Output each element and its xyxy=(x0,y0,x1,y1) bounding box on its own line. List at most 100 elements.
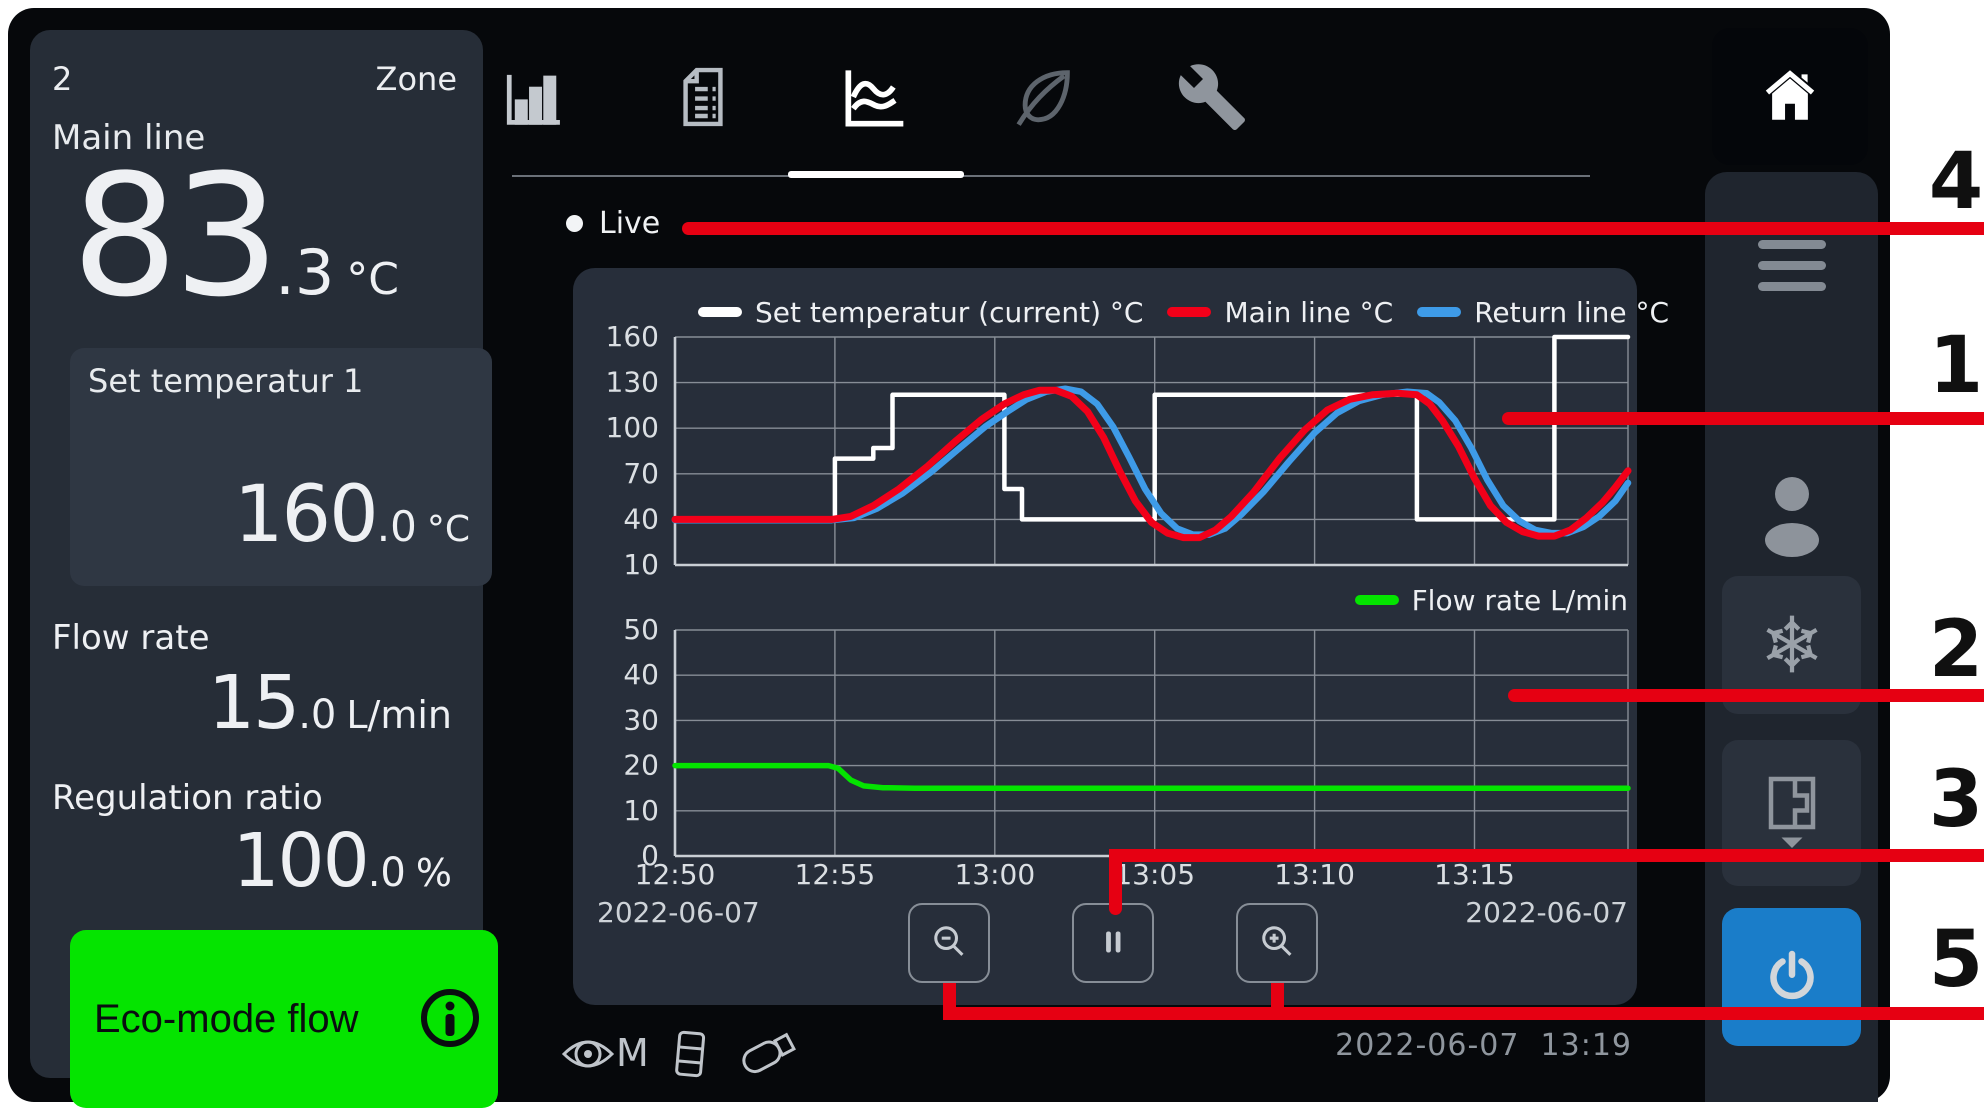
zone-header: 2 Zone xyxy=(30,60,483,98)
annotation-digit-4: 4 xyxy=(1928,137,1984,227)
svg-text:20: 20 xyxy=(623,749,659,782)
trend-chart-card xyxy=(573,268,1637,1005)
svg-text:40: 40 xyxy=(623,502,659,535)
svg-text:10: 10 xyxy=(623,794,659,827)
user-button[interactable] xyxy=(1705,462,1878,572)
main-line-unit: °C xyxy=(346,254,399,305)
zone-label: Zone xyxy=(375,60,457,98)
main-line-value: 83 .3 °C xyxy=(71,138,399,334)
trend-chart-icon xyxy=(835,57,915,140)
report-icon xyxy=(665,59,741,138)
magnifier-minus-icon xyxy=(926,919,972,968)
live-dot-icon xyxy=(566,215,583,232)
flow-rate-swatch xyxy=(1354,595,1399,605)
flow-rate-label: Flow rate xyxy=(52,618,210,658)
wrench-icon xyxy=(1176,61,1248,136)
temperature-legend: Set temperatur (current) °C Main line °C… xyxy=(698,294,1669,330)
bar-chart-icon xyxy=(495,59,571,138)
annotation-line-5 xyxy=(943,1007,1984,1020)
status-datetime: 2022-06-07 13:19 xyxy=(1335,1028,1632,1063)
svg-text:70: 70 xyxy=(623,457,659,490)
flow-rate-unit: L/min xyxy=(346,693,452,737)
flow-rate-number: 15 xyxy=(208,660,300,746)
live-indicator: Live xyxy=(566,206,660,241)
annotation-line-3 xyxy=(1109,849,1984,862)
svg-text:10: 10 xyxy=(623,548,659,581)
svg-text:30: 30 xyxy=(623,703,659,736)
legend-flow-rate: Flow rate L/min xyxy=(1354,584,1628,617)
usb-icon xyxy=(742,1032,796,1074)
pause-button[interactable] xyxy=(1072,903,1154,983)
flow-plot: 2022-06-07 2022-06-07 12:50 12:55 13:00 13:… xyxy=(597,618,1631,929)
user-icon xyxy=(1750,468,1834,567)
svg-text:130: 130 xyxy=(606,366,659,399)
tab-statistics[interactable] xyxy=(473,48,593,148)
annotation-digit-1: 1 xyxy=(1928,321,1984,411)
power-button[interactable] xyxy=(1722,908,1861,1046)
regulation-ratio-decimal: .0 xyxy=(367,850,406,896)
annotation-line-1 xyxy=(1502,412,1984,425)
annotation-line-3-tick xyxy=(1109,849,1122,915)
annotation-line-5-tick-right xyxy=(1271,983,1284,1013)
svg-text:12:50: 12:50 xyxy=(635,858,716,891)
annotation-digit-2: 2 xyxy=(1928,605,1984,695)
eco-mode-flow-label: Eco-mode flow xyxy=(94,996,359,1041)
leaf-icon xyxy=(1004,58,1082,139)
set-temperature-unit: °C xyxy=(426,509,470,550)
tab-report[interactable] xyxy=(643,48,763,148)
eco-mode-flow-button[interactable]: Eco-mode flow xyxy=(70,930,498,1108)
main-line-temp: 83 xyxy=(71,138,280,334)
hamburger-menu-icon xyxy=(1753,234,1831,301)
svg-text:13:00: 13:00 xyxy=(954,858,1035,891)
home-button[interactable] xyxy=(1712,28,1868,165)
zoom-out-button[interactable] xyxy=(908,903,990,983)
legend-main-line: Main line °C xyxy=(1167,296,1393,329)
home-icon xyxy=(1757,62,1823,131)
set-temperature-card[interactable]: Set temperatur 1 160 .0 °C xyxy=(70,348,492,586)
annotation-line-2 xyxy=(1508,689,1984,702)
info-icon[interactable] xyxy=(418,986,482,1053)
snowflake-icon xyxy=(1758,610,1826,681)
svg-text:13:05: 13:05 xyxy=(1114,858,1195,891)
mold-change-button[interactable] xyxy=(1722,740,1861,886)
zoom-in-button[interactable] xyxy=(1236,903,1318,983)
mode-letter: M xyxy=(616,1031,649,1075)
date-right: 2022-06-07 xyxy=(1465,896,1628,929)
flow-legend: Flow rate L/min xyxy=(1354,584,1628,617)
power-icon xyxy=(1762,946,1822,1009)
main-line-swatch xyxy=(1167,307,1212,317)
tab-bar-underline xyxy=(512,175,1590,177)
flow-rate-value: 15 .0 L/min xyxy=(208,660,452,746)
zone-number: 2 xyxy=(52,60,73,98)
svg-text:13:10: 13:10 xyxy=(1274,858,1355,891)
flow-rate-decimal: .0 xyxy=(298,692,337,738)
temperature-plot: 160 130 100 70 40 10 xyxy=(606,320,1632,581)
main-line-label: Main line xyxy=(52,118,206,158)
active-tab-underline xyxy=(788,171,964,178)
tab-eco[interactable] xyxy=(983,48,1103,148)
status-icon-strip: M xyxy=(558,1016,838,1094)
legend-set-temperature: Set temperatur (current) °C xyxy=(698,296,1143,329)
magnifier-plus-icon xyxy=(1254,919,1300,968)
legend-return-line: Return line °C xyxy=(1417,296,1669,329)
notebook-icon xyxy=(675,1030,706,1078)
set-temperature-number: 160 xyxy=(233,470,379,560)
pause-icon xyxy=(1090,919,1136,968)
mold-change-icon xyxy=(1756,770,1828,857)
menu-button[interactable] xyxy=(1705,222,1878,312)
svg-text:100: 100 xyxy=(606,411,659,444)
set-temperature-value: 160 .0 °C xyxy=(234,470,470,560)
tab-service[interactable] xyxy=(1152,48,1272,148)
date-left: 2022-06-07 xyxy=(597,896,760,929)
sidebar xyxy=(1705,172,1878,1102)
return-line-swatch xyxy=(1417,307,1462,317)
annotation-line-4 xyxy=(682,222,1984,235)
annotation-digit-3: 3 xyxy=(1928,755,1984,845)
svg-text:40: 40 xyxy=(623,658,659,691)
regulation-ratio-unit: % xyxy=(415,851,452,895)
svg-text:160: 160 xyxy=(606,320,659,353)
tab-trend[interactable] xyxy=(815,48,935,148)
annotation-digit-5: 5 xyxy=(1928,915,1984,1005)
regulation-ratio-label: Regulation ratio xyxy=(52,778,323,818)
